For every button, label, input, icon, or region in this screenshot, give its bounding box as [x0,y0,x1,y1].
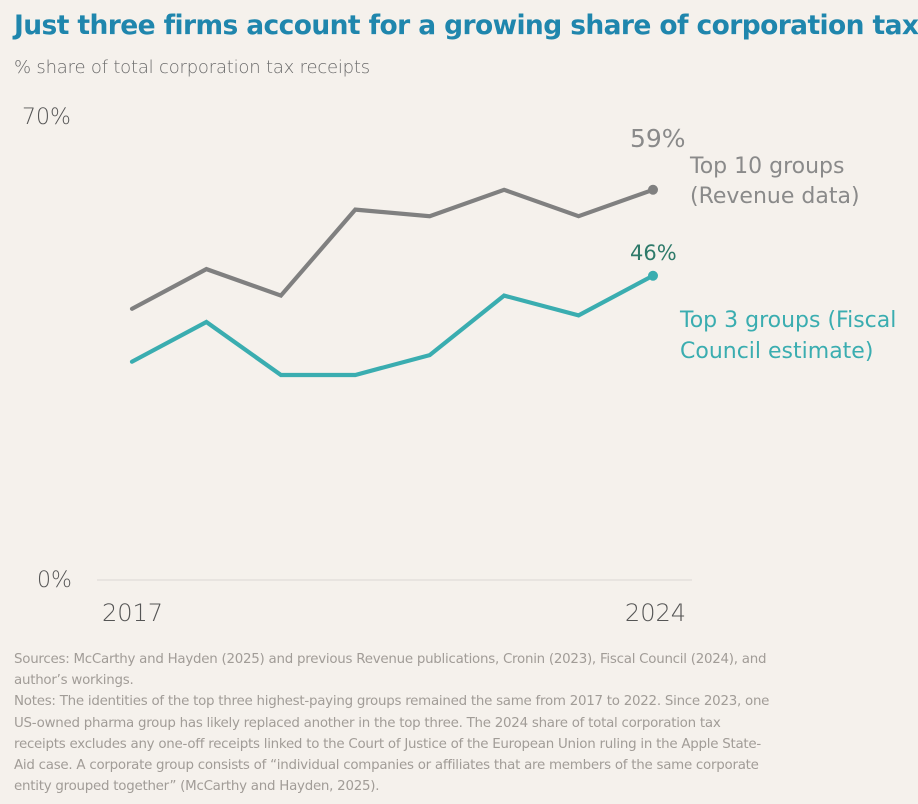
top3-legend-line-2: Council estimate) [680,339,873,364]
line-chart: 70% 0% 2017 2024 59% Top 10 groups (Reve… [22,105,896,627]
top10-point-2024 [648,184,658,195]
top3-legend-line-1: Top 3 groups (Fiscal [679,308,896,333]
y-tick-label-top: 70% [22,105,71,130]
sources-text: Sources: McCarthy and Hayden (2025) and … [14,652,767,689]
x-tick-label-start: 2017 [102,599,163,627]
top10-end-value-label: 59% [630,124,686,153]
x-tick-label-end: 2024 [625,599,686,627]
series-layer [129,184,658,378]
y-tick-label-bottom: 0% [37,568,72,593]
top3-series-line [129,273,656,378]
top10-legend-line-2: (Revenue data) [690,184,860,209]
chart-subtitle: % share of total corporation tax receipt… [14,57,370,78]
top3-point-2024 [648,270,658,281]
top10-legend-line-1: Top 10 groups [689,154,844,179]
top10-series-line [129,187,656,311]
notes-text: Notes: The identities of the top three h… [14,694,770,795]
chart-title: Just three firms account for a growing s… [14,10,918,41]
footnote: Sources: McCarthy and Hayden (2025) and … [14,649,774,797]
top3-end-value-label: 46% [630,241,677,265]
